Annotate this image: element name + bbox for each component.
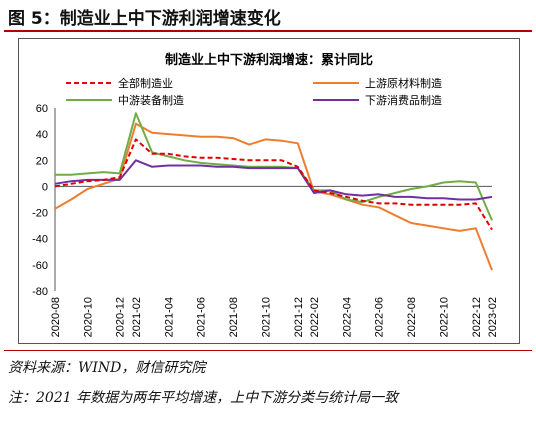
x-tick-label: 2021-12 [293,297,305,337]
y-tick-label: 20 [36,155,48,167]
legend-label: 全部制造业 [118,76,173,90]
x-tick-label: 2022-08 [406,297,418,337]
y-tick-label: 0 [42,181,48,193]
bottom-rule [4,350,532,351]
title-rule [4,30,532,32]
x-tick-label: 2021-04 [163,297,175,337]
figure-title: 图 5：制造业上中下游利润增速变化 [8,9,281,29]
legend-label: 下游消费品制造 [365,93,442,107]
legend-label: 中游装备制造 [118,93,184,107]
x-tick-label: 2022-04 [341,297,353,337]
plot-area [54,112,493,271]
series-line [55,112,493,221]
x-tick-label: 2022-10 [438,297,450,337]
x-tick-label: 2021-06 [196,297,208,337]
y-tick-label: -20 [32,208,48,220]
series-line [54,159,493,201]
x-tick-label: 2022-12 [471,297,483,337]
y-tick-label: 40 [36,129,48,141]
source-note: 资料来源：WIND，财信研究院 [8,360,206,376]
x-tick-label: 2021-08 [228,297,240,337]
footnote: 注：2021 年数据为两年平均增速，上中下游分类与统计局一致 [8,390,399,406]
y-tick-label: 60 [36,103,48,115]
y-tick-label: -40 [32,234,48,246]
x-tick-label: 2021-10 [260,297,272,337]
x-tick-label: 2023-02 [487,297,499,337]
x-tick-label: 2022-06 [374,297,386,337]
chart-frame [18,38,520,344]
x-tick-label: 2020-12 [115,297,127,337]
x-tick-label: 2021-02 [131,297,143,337]
legend-label: 上游原材料制造 [365,76,442,90]
y-tick-label: -60 [32,260,48,272]
series-line [54,138,493,231]
chart-title: 制造业上中下游利润增速：累计同比 [165,52,373,68]
series-line [54,122,493,271]
x-tick-label: 2020-10 [82,297,94,337]
x-tick-label: 2022-02 [309,297,321,337]
y-tick-label: -80 [32,286,48,298]
x-tick-label: 2020-08 [50,297,62,337]
